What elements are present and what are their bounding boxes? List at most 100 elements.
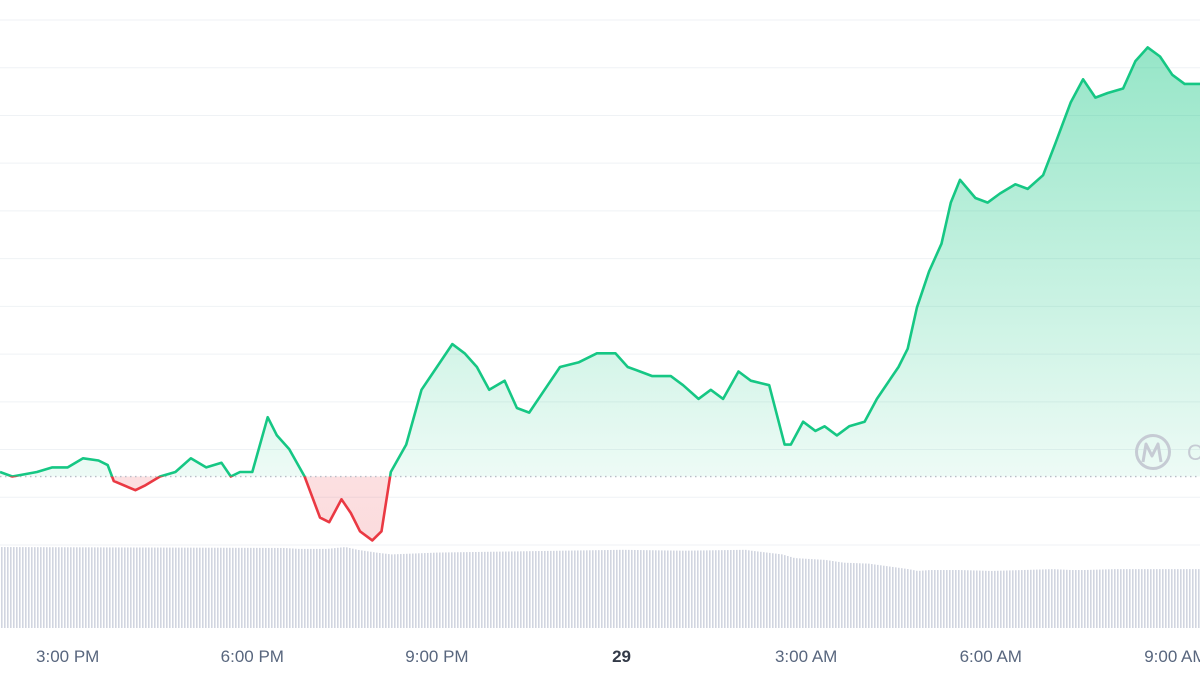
volume-bar (145, 547, 147, 628)
volume-bar (982, 570, 984, 628)
x-axis: 3:00 PM 6:00 PM 9:00 PM 29 3:00 AM 6:00 AM 9:0… (36, 647, 1200, 666)
volume-bar (859, 563, 861, 628)
volume-bar (628, 549, 630, 628)
volume-bar (1132, 569, 1134, 628)
volume-bar (1147, 569, 1149, 628)
volume-bar (910, 569, 912, 628)
volume-bar (730, 550, 732, 628)
volume-bar (832, 561, 834, 628)
volume-bar (901, 568, 903, 628)
volume-bar (607, 550, 609, 628)
volume-bar (856, 563, 858, 628)
volume-bar (163, 547, 165, 628)
volume-bar (964, 570, 966, 628)
volume-bar (340, 547, 342, 628)
volume-bar (949, 570, 951, 628)
volume-bar (541, 551, 543, 628)
volume-bar (67, 547, 69, 628)
volume-bar (727, 550, 729, 628)
volume-bar (400, 554, 402, 628)
volume-bar (652, 550, 654, 628)
volume-bar (139, 547, 141, 628)
volume-bar (1006, 570, 1008, 628)
volume-bar (583, 550, 585, 628)
volume-bar (271, 547, 273, 628)
volume-bar (487, 551, 489, 628)
volume-bar (601, 550, 603, 628)
volume-bar (277, 547, 279, 628)
volume-bar (556, 550, 558, 628)
volume-bar (1156, 569, 1158, 628)
volume-bar (421, 553, 423, 628)
x-tick-label: 9:00 PM (405, 647, 468, 666)
volume-bar (700, 550, 702, 628)
volume-bar (709, 550, 711, 628)
volume-bar (460, 552, 462, 628)
volume-bar (790, 556, 792, 628)
volume-bar (13, 547, 15, 628)
volume-bar (85, 547, 87, 628)
volume-bar (823, 559, 825, 628)
volume-bar (898, 567, 900, 628)
volume-bar (637, 550, 639, 628)
volume-bar (1039, 569, 1041, 628)
volume-bar (283, 547, 285, 628)
volume-bar (61, 547, 63, 628)
volume-bar (781, 554, 783, 628)
volume-bar (268, 547, 270, 628)
volume-bar (91, 547, 93, 628)
volume-bar (925, 570, 927, 628)
volume-bar (595, 550, 597, 628)
volume-bar (868, 563, 870, 628)
volume-bar (1000, 570, 1002, 628)
volume-bar (994, 570, 996, 628)
volume-bar (634, 549, 636, 628)
volume-bar (169, 547, 171, 628)
volume-bar (1171, 569, 1173, 628)
volume-bar (976, 570, 978, 628)
volume-bar (1081, 570, 1083, 628)
watermark: C (1135, 434, 1200, 470)
volume-bar (457, 552, 459, 628)
volume-bar (259, 547, 261, 628)
volume-bar (1027, 569, 1029, 628)
volume-bar (688, 550, 690, 628)
volume-bar (889, 566, 891, 628)
volume-bar (193, 547, 195, 628)
volume-bar (664, 550, 666, 628)
volume-bar (136, 547, 138, 628)
volume-bar (586, 550, 588, 628)
volume-bar (358, 549, 360, 628)
volume-bar (1177, 569, 1179, 628)
volume-bar (739, 549, 741, 628)
volume-bar (613, 549, 615, 628)
volume-bar (313, 548, 315, 628)
volume-bar (190, 547, 192, 628)
volume-bar (262, 547, 264, 628)
volume-bar (544, 550, 546, 628)
volume-bar (301, 548, 303, 628)
volume-bar (919, 570, 921, 628)
volume-bar (448, 552, 450, 628)
volume-bar (490, 551, 492, 628)
volume-bar (1021, 570, 1023, 628)
volume-bar (1051, 569, 1053, 628)
volume-bar (172, 547, 174, 628)
volume-bar (244, 547, 246, 628)
volume-bar (1126, 569, 1128, 628)
volume-bar (310, 548, 312, 628)
volume-bar (220, 547, 222, 628)
volume-bar (1192, 569, 1194, 628)
volume-bar (772, 553, 774, 628)
volume-bar (805, 558, 807, 628)
volume-bar (742, 549, 744, 628)
coinmarketcap-logo-icon (1135, 434, 1171, 470)
volume-bar (181, 547, 183, 628)
volume-bar (31, 547, 33, 628)
volume-bar (319, 548, 321, 628)
volume-bar (922, 570, 924, 628)
volume-bar (202, 547, 204, 628)
volume-bar (961, 570, 963, 628)
volume-bar (451, 552, 453, 628)
